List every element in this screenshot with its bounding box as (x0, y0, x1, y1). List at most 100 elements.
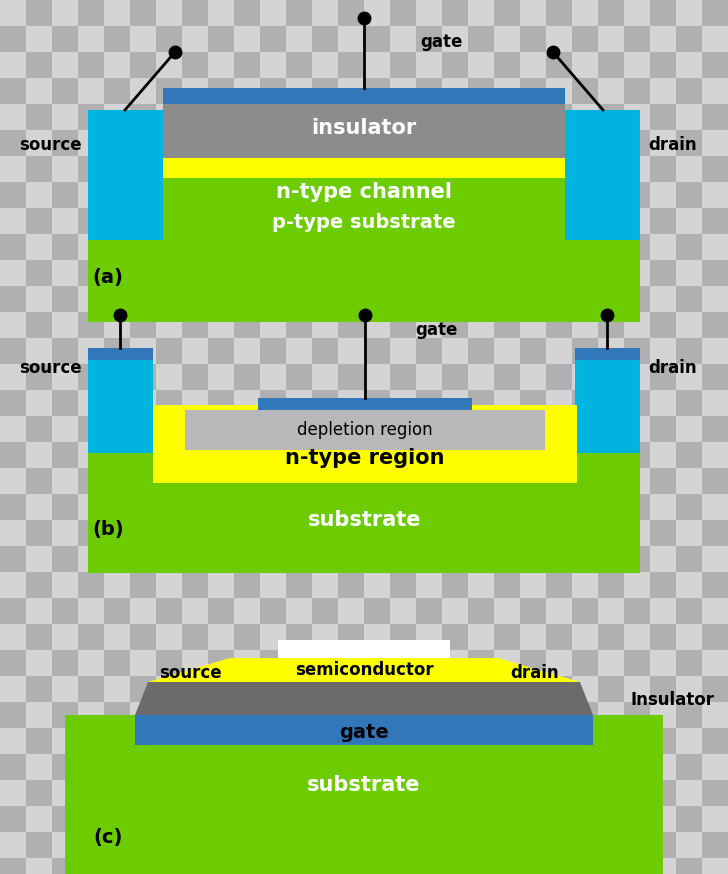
Bar (650, 338, 676, 364)
Bar (572, 494, 598, 520)
Bar (104, 182, 130, 208)
Bar (598, 832, 624, 858)
Bar (364, 832, 390, 858)
Bar (598, 390, 624, 416)
Bar (390, 598, 416, 624)
Bar (0, 0, 26, 26)
Bar (182, 208, 208, 234)
Bar (130, 468, 156, 494)
Bar (442, 754, 468, 780)
Bar (494, 104, 520, 130)
Bar (416, 130, 442, 156)
Bar (468, 728, 494, 754)
Bar (546, 468, 572, 494)
Bar (182, 390, 208, 416)
Bar (442, 364, 468, 390)
Bar (676, 52, 702, 78)
Bar (390, 130, 416, 156)
Bar (182, 182, 208, 208)
Bar (546, 624, 572, 650)
Bar (78, 390, 104, 416)
Bar (520, 26, 546, 52)
Bar (650, 442, 676, 468)
Bar (182, 52, 208, 78)
Bar (468, 208, 494, 234)
Bar (52, 208, 78, 234)
Bar (26, 52, 52, 78)
Bar (520, 260, 546, 286)
Bar (702, 572, 728, 598)
Bar (598, 234, 624, 260)
Bar (624, 780, 650, 806)
Bar (494, 442, 520, 468)
Bar (598, 494, 624, 520)
Bar (702, 520, 728, 546)
Bar (702, 676, 728, 702)
Bar (520, 598, 546, 624)
Bar (702, 52, 728, 78)
Bar (390, 0, 416, 26)
Bar (260, 468, 286, 494)
Bar (208, 312, 234, 338)
Bar (260, 780, 286, 806)
Bar (78, 858, 104, 874)
Bar (338, 624, 364, 650)
Bar (78, 624, 104, 650)
Bar (286, 52, 312, 78)
Bar (156, 130, 182, 156)
Bar (546, 520, 572, 546)
Bar (676, 754, 702, 780)
Bar (702, 286, 728, 312)
Bar (572, 858, 598, 874)
Bar (442, 468, 468, 494)
Bar (78, 806, 104, 832)
Bar (416, 416, 442, 442)
Bar (286, 0, 312, 26)
Bar (565, 110, 640, 240)
Bar (104, 260, 130, 286)
Bar (416, 468, 442, 494)
Bar (624, 78, 650, 104)
Bar (390, 260, 416, 286)
Bar (52, 494, 78, 520)
Bar (494, 286, 520, 312)
Bar (88, 110, 163, 240)
Bar (52, 104, 78, 130)
Bar (494, 0, 520, 26)
Bar (182, 728, 208, 754)
Bar (676, 780, 702, 806)
Bar (624, 234, 650, 260)
Bar (650, 780, 676, 806)
Bar (182, 858, 208, 874)
Bar (182, 156, 208, 182)
Bar (442, 312, 468, 338)
Bar (364, 468, 390, 494)
Bar (26, 806, 52, 832)
Bar (104, 416, 130, 442)
Bar (520, 416, 546, 442)
Bar (598, 78, 624, 104)
Bar (442, 598, 468, 624)
Bar (260, 676, 286, 702)
Bar (650, 806, 676, 832)
Bar (520, 78, 546, 104)
Text: depletion region: depletion region (297, 421, 433, 439)
Bar (156, 390, 182, 416)
Bar (416, 390, 442, 416)
Bar (624, 26, 650, 52)
Bar (26, 520, 52, 546)
Bar (26, 208, 52, 234)
Bar (286, 390, 312, 416)
Bar (0, 416, 26, 442)
Bar (650, 286, 676, 312)
Bar (624, 468, 650, 494)
Bar (312, 832, 338, 858)
Text: source: source (20, 136, 82, 154)
Bar (572, 52, 598, 78)
Bar (338, 234, 364, 260)
Text: n-type channel: n-type channel (276, 182, 452, 202)
Bar (338, 832, 364, 858)
Bar (208, 286, 234, 312)
Bar (416, 754, 442, 780)
Bar (208, 676, 234, 702)
